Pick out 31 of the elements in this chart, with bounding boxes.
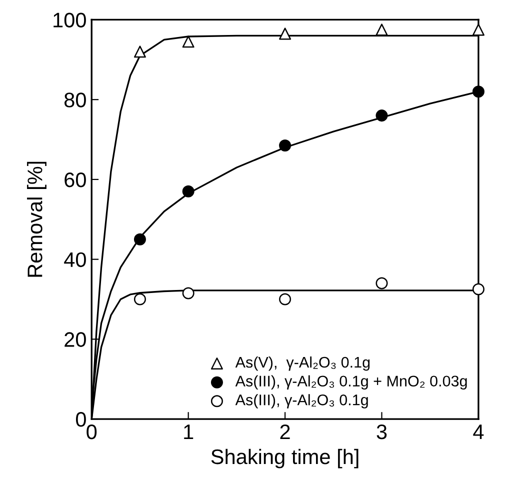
x-tick-label: 3: [376, 424, 387, 440]
x-axis-title: Shaking time [h]: [211, 448, 358, 468]
point: [376, 24, 388, 36]
point: [134, 293, 146, 306]
point: [376, 277, 388, 290]
x-tick-label: 1: [184, 424, 194, 440]
point: [279, 28, 292, 40]
y-tick-label: 0: [76, 412, 86, 427]
point: [472, 86, 484, 98]
point: [472, 24, 484, 36]
legend-label: As(V), γ-Al₂O₃ 0.1g: [235, 356, 370, 371]
point: [182, 185, 194, 198]
point: [279, 293, 292, 306]
y-tick-label: 40: [64, 252, 86, 268]
x-tick-label: 0: [86, 424, 97, 440]
y-axis-title: Removal [%]: [27, 162, 46, 277]
y-tick-label: 20: [64, 332, 86, 347]
legend-label: As(III), γ-Al₂O₃ 0.1g + MnO₂ 0.03g: [235, 375, 467, 390]
point: [279, 140, 292, 152]
legend-label: As(III), γ-Al₂O₃ 0.1g: [235, 394, 368, 408]
x-tick-label: 2: [280, 424, 290, 440]
x-tick-label: 4: [473, 424, 484, 440]
point: [182, 36, 194, 48]
point: [134, 233, 146, 246]
point: [472, 283, 484, 296]
point: [182, 287, 194, 300]
y-tick-label: 80: [64, 92, 86, 108]
y-tick-label: 100: [54, 12, 86, 28]
y-tick-label: 60: [64, 172, 86, 188]
point: [134, 46, 146, 58]
point: [376, 110, 388, 122]
